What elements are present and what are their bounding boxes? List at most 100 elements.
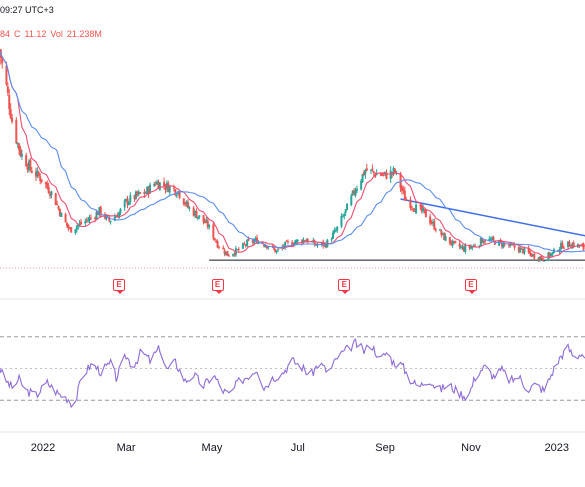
candle-body <box>543 260 546 262</box>
candle-body <box>431 221 434 224</box>
candle-body <box>139 192 142 194</box>
candle-body <box>88 217 91 221</box>
candle-body <box>136 191 139 196</box>
candle-body <box>125 198 128 201</box>
candle-body <box>217 246 220 248</box>
earnings-marker[interactable]: E <box>464 279 477 294</box>
candle-body <box>134 191 137 199</box>
candle-body <box>450 242 453 245</box>
candle-body <box>75 226 78 230</box>
candle-body <box>430 222 433 224</box>
candle-body <box>568 242 571 247</box>
candle-body <box>333 230 336 233</box>
candle-body <box>196 216 199 219</box>
candle-body <box>247 238 250 241</box>
earnings-marker[interactable]: E <box>113 279 126 294</box>
candle-body <box>246 240 249 247</box>
candle-body <box>115 216 118 218</box>
trendline <box>400 198 585 237</box>
candle-body <box>419 205 422 207</box>
candle-body <box>192 207 195 216</box>
candle-body <box>341 215 344 217</box>
candle-body <box>272 247 275 249</box>
candle-body <box>285 240 288 242</box>
candle-body <box>500 242 503 247</box>
candle-body <box>324 243 327 248</box>
candle-body <box>182 198 185 205</box>
candle-body <box>85 219 88 221</box>
candle-body <box>507 244 510 246</box>
candle-body <box>172 187 175 189</box>
candle-body <box>96 211 99 215</box>
candle-body <box>80 221 83 224</box>
earnings-marker[interactable]: E <box>211 279 224 294</box>
candle-body <box>438 229 441 231</box>
candle-body <box>560 242 563 250</box>
candle-body <box>346 203 349 211</box>
candle-body <box>255 237 258 244</box>
candle-body <box>434 229 437 231</box>
candle-body <box>400 187 403 191</box>
candle-body <box>371 168 374 171</box>
candle-body <box>489 239 492 241</box>
candle-body <box>484 240 487 242</box>
candle-body <box>227 255 230 257</box>
candle-body <box>44 181 47 185</box>
candle-body <box>216 241 219 248</box>
candle-body <box>313 241 316 245</box>
candle-body <box>137 191 140 195</box>
candle-body <box>57 206 60 209</box>
candle-body <box>19 148 22 157</box>
candle-body <box>548 252 551 257</box>
candle-body <box>512 244 515 246</box>
candle-body <box>510 244 513 246</box>
candle-body <box>282 245 285 247</box>
candle-body <box>392 168 395 173</box>
candle-body <box>108 216 111 221</box>
candle-body <box>158 182 161 190</box>
x-tick-label: Sep <box>375 442 395 454</box>
candle-body <box>156 181 159 185</box>
candle-body <box>163 181 166 186</box>
candle-body <box>527 248 530 253</box>
earnings-marker[interactable]: E <box>338 279 351 294</box>
candle-body <box>87 220 90 222</box>
candle-body <box>375 173 378 176</box>
candle-body <box>253 240 256 244</box>
candle-body <box>415 204 418 214</box>
candle-body <box>468 245 471 248</box>
candle-body <box>236 249 239 251</box>
candle-body <box>517 247 520 252</box>
candle-body <box>502 242 505 248</box>
candle-body <box>413 210 416 212</box>
candle-body <box>370 169 373 171</box>
candle-body <box>129 195 132 202</box>
open-value: 84 <box>0 29 11 39</box>
candle-body <box>395 171 398 173</box>
candle-body <box>479 237 482 247</box>
x-tick-label: 2022 <box>31 442 55 454</box>
candle-body <box>213 238 216 240</box>
candle-body <box>343 214 346 217</box>
candle-body <box>355 188 358 191</box>
candle-body <box>453 240 456 242</box>
candle-body <box>237 248 240 250</box>
candle-body <box>39 176 42 182</box>
candle-body <box>422 207 425 212</box>
candle-body <box>562 247 565 249</box>
candle-body <box>361 173 364 183</box>
candle-body <box>113 216 116 221</box>
candle-body <box>420 205 423 212</box>
candle-body <box>301 240 304 243</box>
candle-body <box>118 212 121 219</box>
candle-body <box>68 227 71 229</box>
candle-body <box>353 190 356 194</box>
candle-body <box>143 192 146 195</box>
candle-body <box>523 248 526 253</box>
candle-body <box>222 247 225 250</box>
candle-body <box>254 238 257 241</box>
candle-body <box>184 203 187 205</box>
candle-body <box>50 191 53 195</box>
candle-body <box>37 172 40 177</box>
